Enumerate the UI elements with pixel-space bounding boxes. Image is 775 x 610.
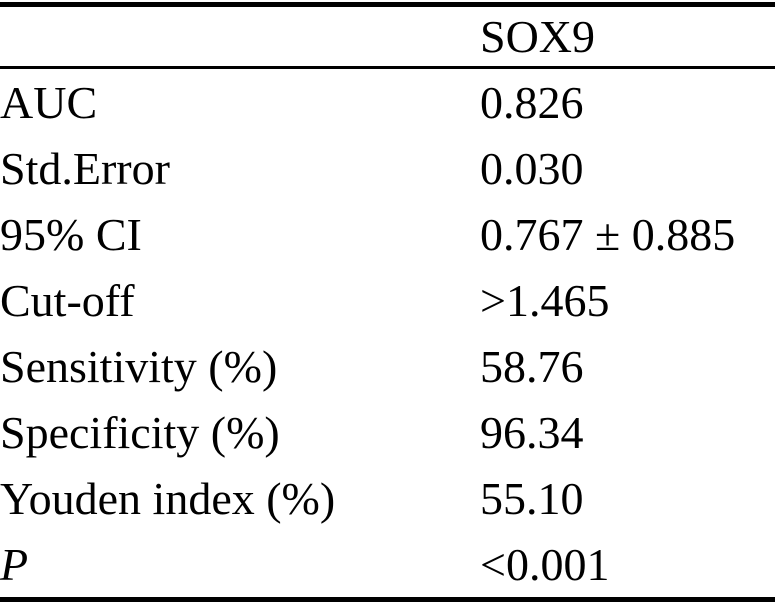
row-label-cut-off: Cut-off <box>0 274 135 326</box>
row-value-cut-off: >1.465 <box>480 274 610 326</box>
row-value-sensitivity: 58.76 <box>480 340 584 392</box>
row-label-95-ci: 95% CI <box>0 208 142 260</box>
table-row: Youden index (%) 55.10 <box>0 465 775 531</box>
header-blank-cell <box>0 5 480 68</box>
row-value-auc: 0.826 <box>480 76 584 128</box>
table-row: AUC 0.826 <box>0 68 775 136</box>
column-header-sox9: SOX9 <box>480 11 596 62</box>
table-row: Std.Error 0.030 <box>0 135 775 201</box>
row-label-sensitivity: Sensitivity (%) <box>0 340 278 392</box>
table-row: 95% CI 0.767 ± 0.885 <box>0 201 775 267</box>
table-row: Specificity (%) 96.34 <box>0 399 775 465</box>
row-label-specificity: Specificity (%) <box>0 406 280 458</box>
row-value-p-value: <0.001 <box>480 538 610 590</box>
row-label-std-error: Std.Error <box>0 142 170 194</box>
row-value-specificity: 96.34 <box>480 406 584 458</box>
row-value-std-error: 0.030 <box>480 142 584 194</box>
table-header-row: SOX9 <box>0 5 775 68</box>
table-row: Cut-off >1.465 <box>0 267 775 333</box>
row-value-95-ci: 0.767 ± 0.885 <box>480 208 736 260</box>
table-row: P <0.001 <box>0 531 775 600</box>
table-row: Sensitivity (%) 58.76 <box>0 333 775 399</box>
row-value-youden-index: 55.10 <box>480 472 584 524</box>
row-label-auc: AUC <box>0 76 98 128</box>
row-label-p-value: P <box>0 538 29 590</box>
row-label-youden-index: Youden index (%) <box>0 472 336 524</box>
